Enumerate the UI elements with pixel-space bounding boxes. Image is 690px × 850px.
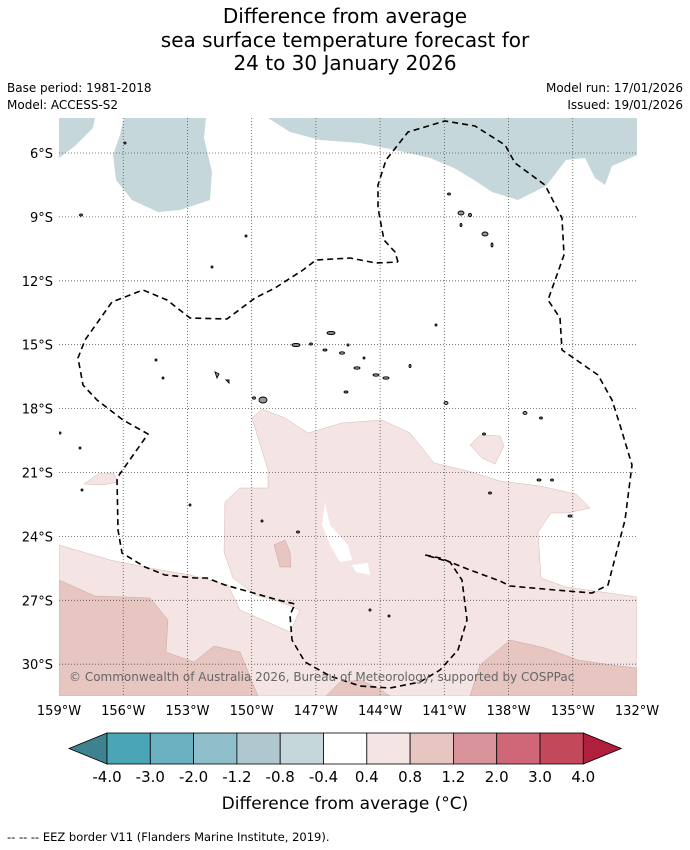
latitude-label: 6°S <box>30 147 53 162</box>
longitude-label: 141°W <box>422 704 466 719</box>
colorbar-tick-label: 0.4 <box>355 768 379 786</box>
colorbar-tick-label: -0.8 <box>266 768 295 786</box>
colorbar-tick-label: 1.2 <box>441 768 465 786</box>
eez-border <box>77 120 633 689</box>
colorbar-extend-high <box>582 732 623 765</box>
colorbar-segment <box>496 732 541 765</box>
colorbar-tick-label: -0.4 <box>309 768 338 786</box>
colorbar-segment <box>452 732 498 765</box>
colorbar-tick-label: 3.0 <box>528 768 552 786</box>
colorbar-tick-label: -1.2 <box>222 768 251 786</box>
colorbar-extend-low <box>67 732 108 765</box>
eez-legend-note: -- -- -- EEZ border V11 (Flanders Marine… <box>7 830 330 844</box>
latitude-label: 12°S <box>22 275 53 290</box>
latitude-label: 9°S <box>30 211 53 226</box>
longitude-label: 144°W <box>358 704 402 719</box>
longitude-label: 159°W <box>37 704 81 719</box>
longitude-label: 135°W <box>551 704 595 719</box>
colorbar-tick-label: -4.0 <box>92 768 121 786</box>
colorbar: -4.0 -3.0 -2.0 -1.2 -0.8 -0.4 0.4 0.8 1.2 2.0 3.0 4… <box>67 732 623 786</box>
map-title-line-2: sea surface temperature forecast for <box>160 28 530 52</box>
longitude-label: 147°W <box>294 704 338 719</box>
colorbar-segment <box>106 732 151 765</box>
map-title-line-1: Difference from average <box>222 4 468 28</box>
latitude-label: 18°S <box>22 403 53 418</box>
map-title-line-3: 24 to 30 January 2026 <box>233 51 457 75</box>
latitude-label: 30°S <box>22 658 53 673</box>
colorbar-segment <box>149 732 195 765</box>
model-label: Model: ACCESS-S2 <box>7 98 119 112</box>
warm-anomaly-patch-east <box>469 434 505 465</box>
cool-anomaly-region-northwest <box>59 118 95 158</box>
cooler-gap-pocket <box>352 563 370 575</box>
issued-label: Issued: 19/01/2026 <box>567 98 683 112</box>
colorbar-tick-label: -3.0 <box>136 768 165 786</box>
latitude-label: 27°S <box>22 594 53 609</box>
longitude-label: 153°W <box>165 704 209 719</box>
warm-anomaly-region-southeast <box>469 639 637 696</box>
colorbar-segment <box>236 732 281 765</box>
colorbar-segment <box>409 732 454 765</box>
warm-anomaly-region-southwest <box>59 579 259 696</box>
warm-anomaly-patch-south-central <box>325 679 391 696</box>
longitude-label: 138°W <box>486 704 530 719</box>
latitude-label: 24°S <box>22 530 53 545</box>
colorbar-segment <box>279 732 324 765</box>
longitude-label: 156°W <box>101 704 145 719</box>
colorbar-segment <box>366 732 411 765</box>
base-period-label: Base period: 1981-2018 <box>7 81 152 95</box>
colorbar-tick-label: 0.8 <box>398 768 422 786</box>
colorbar-label: Difference from average (°C) <box>221 794 469 814</box>
latitude-label: 21°S <box>22 467 53 482</box>
cooler-gap-inlet <box>322 502 352 562</box>
warm-anomaly-patch-west <box>83 472 119 486</box>
colorbar-segment <box>539 732 584 765</box>
island-markers <box>59 141 573 618</box>
latitude-label: 15°S <box>22 339 53 354</box>
colorbar-tick-label: 4.0 <box>571 768 595 786</box>
longitude-label: 150°W <box>230 704 274 719</box>
latitude-labels: 6°S 9°S 12°S 15°S 18°S 21°S 24°S 27°S 30°S <box>22 147 53 673</box>
cool-anomaly-region-northeast <box>268 118 637 200</box>
graticule <box>59 118 637 696</box>
model-run-label: Model run: 17/01/2026 <box>545 81 683 95</box>
colorbar-segment <box>323 732 368 765</box>
warm-anomaly-patch-small <box>273 539 292 568</box>
colorbar-tick-label: 2.0 <box>485 768 509 786</box>
longitude-label: 132°W <box>615 704 659 719</box>
colorbar-segment <box>193 732 238 765</box>
colorbar-tick-label: -2.0 <box>179 768 208 786</box>
copyright-text: © Commonwealth of Australia 2026, Bureau… <box>69 670 574 684</box>
longitude-labels: 159°W 156°W 153°W 150°W 147°W 144°W 141°W 138°W… <box>37 704 659 719</box>
map-plot-area: © Commonwealth of Australia 2026, Bureau… <box>59 118 637 696</box>
cool-anomaly-region-north <box>113 118 212 212</box>
